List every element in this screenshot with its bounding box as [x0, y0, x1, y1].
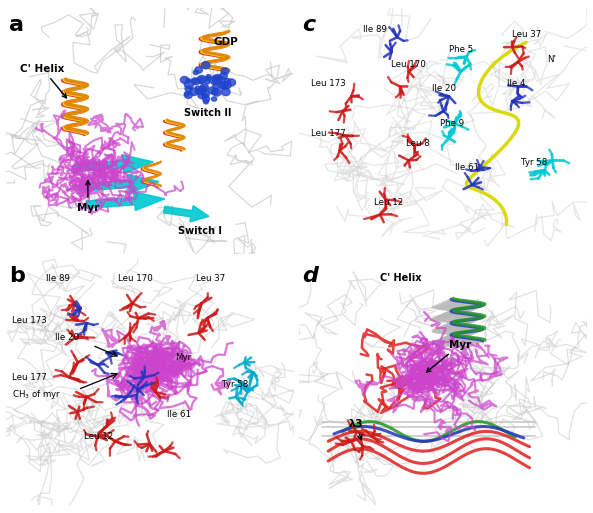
Circle shape	[211, 89, 218, 95]
Circle shape	[189, 88, 198, 95]
Circle shape	[208, 87, 216, 94]
Circle shape	[202, 62, 210, 69]
Circle shape	[193, 70, 199, 74]
Circle shape	[203, 100, 208, 104]
Circle shape	[220, 82, 228, 89]
Circle shape	[205, 80, 210, 84]
Circle shape	[192, 78, 197, 83]
Text: Leu 170: Leu 170	[118, 274, 153, 283]
Text: Ile 61: Ile 61	[455, 163, 479, 172]
Text: C' Helix: C' Helix	[380, 273, 422, 283]
Circle shape	[213, 84, 219, 89]
FancyArrow shape	[164, 206, 209, 222]
Text: Ile 4: Ile 4	[506, 80, 525, 88]
Text: CH$_3$ of myr: CH$_3$ of myr	[12, 388, 61, 401]
Circle shape	[223, 82, 231, 89]
Circle shape	[212, 75, 219, 81]
Text: Switch II: Switch II	[184, 108, 232, 118]
Circle shape	[212, 97, 216, 101]
Circle shape	[206, 74, 211, 79]
Text: Ile 20: Ile 20	[55, 333, 79, 342]
FancyArrow shape	[80, 174, 159, 193]
Text: Phe 5: Phe 5	[449, 45, 473, 54]
Circle shape	[213, 89, 221, 96]
Text: Leu 37: Leu 37	[512, 30, 541, 39]
Text: Myr: Myr	[426, 340, 471, 372]
FancyArrow shape	[86, 192, 165, 210]
Circle shape	[206, 76, 211, 81]
Text: Leu 37: Leu 37	[196, 274, 225, 283]
Circle shape	[227, 79, 235, 86]
Circle shape	[195, 86, 200, 91]
Circle shape	[225, 78, 230, 84]
Circle shape	[184, 81, 193, 89]
Circle shape	[192, 78, 200, 85]
Text: Tyr 58: Tyr 58	[222, 380, 248, 389]
Circle shape	[199, 86, 207, 92]
Text: Leu 12: Leu 12	[84, 432, 113, 441]
Text: Leu 177: Leu 177	[311, 129, 346, 137]
Circle shape	[216, 76, 225, 83]
Text: Myr: Myr	[76, 181, 99, 213]
Text: λ3: λ3	[348, 419, 363, 440]
Text: Leu 170: Leu 170	[391, 60, 426, 69]
FancyArrow shape	[75, 155, 154, 173]
Text: d: d	[302, 266, 318, 286]
Text: c: c	[302, 15, 315, 35]
Circle shape	[180, 76, 189, 83]
Text: Ile 89: Ile 89	[363, 25, 387, 34]
Circle shape	[195, 67, 202, 73]
Circle shape	[197, 88, 205, 94]
Text: b: b	[9, 266, 25, 286]
Text: GDP: GDP	[213, 36, 238, 47]
Text: C' Helix: C' Helix	[20, 64, 66, 98]
Circle shape	[184, 92, 192, 98]
Circle shape	[200, 84, 209, 91]
Circle shape	[197, 75, 206, 83]
Text: Phe 9: Phe 9	[441, 119, 464, 128]
Text: Ile 89: Ile 89	[46, 274, 70, 283]
Text: Ile 20: Ile 20	[432, 85, 456, 93]
Circle shape	[202, 94, 208, 98]
Circle shape	[219, 83, 226, 89]
Circle shape	[202, 91, 209, 97]
Circle shape	[219, 73, 227, 80]
Text: Leu 8: Leu 8	[406, 139, 430, 148]
Circle shape	[203, 96, 210, 102]
Text: Leu 177: Leu 177	[12, 373, 46, 382]
Text: Leu 173: Leu 173	[311, 80, 346, 88]
Text: a: a	[9, 15, 24, 35]
Circle shape	[221, 68, 229, 74]
Text: Tyr 58: Tyr 58	[521, 159, 547, 167]
Circle shape	[197, 77, 205, 84]
Circle shape	[186, 78, 190, 83]
Circle shape	[198, 92, 206, 98]
Text: Leu 12: Leu 12	[374, 198, 403, 207]
Circle shape	[195, 89, 201, 94]
Text: Ile 61: Ile 61	[167, 410, 191, 419]
Circle shape	[222, 88, 230, 95]
Text: Leu 173: Leu 173	[12, 316, 46, 325]
Circle shape	[185, 86, 192, 92]
Circle shape	[213, 77, 222, 85]
Text: Myr: Myr	[176, 353, 192, 362]
Text: N': N'	[547, 55, 556, 64]
Circle shape	[211, 77, 219, 85]
Circle shape	[214, 75, 221, 81]
Circle shape	[184, 92, 189, 96]
Text: Switch I: Switch I	[178, 226, 222, 236]
